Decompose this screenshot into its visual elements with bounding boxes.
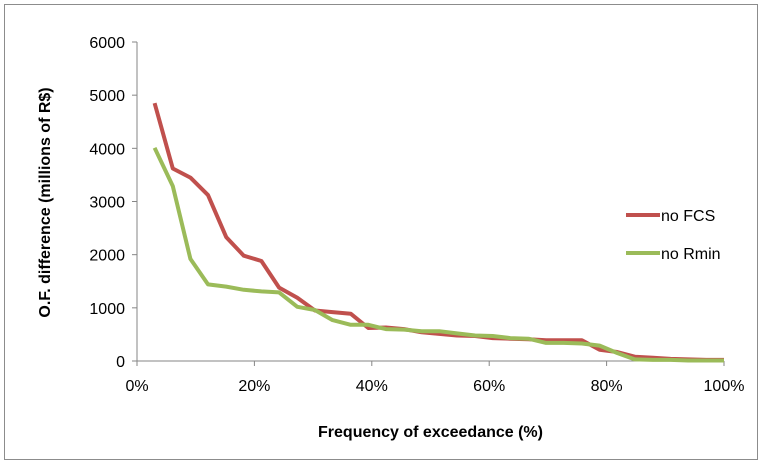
x-tick-label: 20% (238, 378, 270, 395)
x-tick-label: 60% (473, 378, 505, 395)
y-axis-title: O.F. difference (millions of R$) (37, 87, 54, 317)
legend: no FCS no Rmin (626, 208, 721, 263)
legend-label: no Rmin (661, 246, 721, 263)
legend-label: no FCS (661, 208, 715, 225)
x-tick-label: 40% (356, 378, 388, 395)
axes: 0 1000 2000 3000 4000 5000 6000 0% 20% 40% 60% 80% 1… (89, 35, 744, 395)
x-tick-label: 100% (704, 378, 745, 395)
chart-frame (4, 4, 758, 460)
series-layer (152, 102, 724, 363)
y-tick-label: 2000 (89, 248, 125, 265)
x-tick-label: 80% (591, 378, 623, 395)
series-line-no-rmin (152, 146, 724, 363)
y-tick-label: 6000 (89, 35, 125, 52)
x-tick-label: 0% (125, 378, 148, 395)
y-tick-label: 1000 (89, 301, 125, 318)
y-tick-label: 5000 (89, 88, 125, 105)
x-axis-title: Frequency of exceedance (%) (318, 424, 543, 441)
y-tick-label: 0 (116, 354, 125, 371)
y-tick-label: 3000 (89, 195, 125, 212)
series-line-no-fcs (152, 102, 724, 362)
y-tick-label: 4000 (89, 141, 125, 158)
